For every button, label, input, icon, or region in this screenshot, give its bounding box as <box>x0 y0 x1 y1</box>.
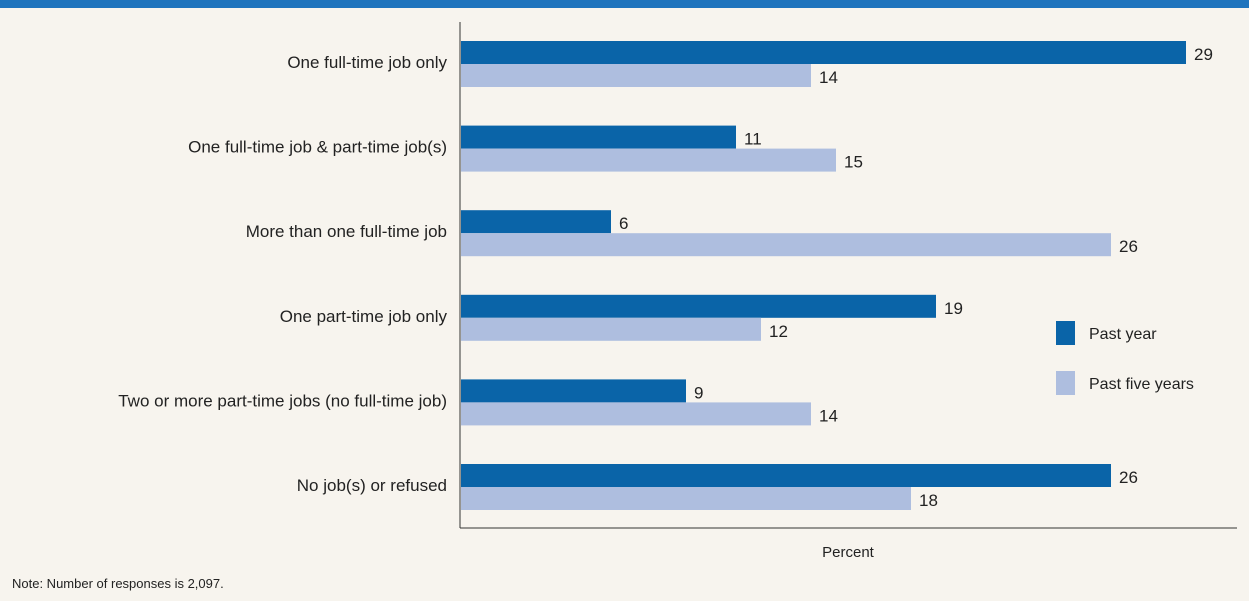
legend-swatch <box>1056 321 1075 345</box>
bar-past-year <box>461 210 611 234</box>
bar-past-year <box>461 379 686 403</box>
bar-past-five-years <box>461 64 811 87</box>
data-label: 14 <box>819 406 838 425</box>
bar-past-five-years <box>461 317 761 341</box>
bar-past-year <box>461 41 1186 64</box>
legend-label: Past year <box>1089 326 1157 343</box>
data-label: 6 <box>619 214 628 233</box>
data-label: 14 <box>819 68 838 87</box>
header-bar <box>0 0 1249 8</box>
bar-past-year <box>461 294 936 318</box>
bar-past-year <box>461 464 1111 487</box>
data-label: 12 <box>769 322 788 341</box>
legend-swatch <box>1056 371 1075 395</box>
bar-past-year <box>461 125 736 149</box>
data-label: 26 <box>1119 237 1138 256</box>
bar-past-five-years <box>461 402 811 426</box>
category-label: Two or more part-time jobs (no full-time… <box>118 391 447 410</box>
data-label: 29 <box>1194 45 1213 64</box>
chart-note: Note: Number of responses is 2,097. <box>12 576 224 591</box>
category-label: One part-time job only <box>280 307 448 326</box>
data-label: 19 <box>944 299 963 318</box>
category-label: No job(s) or refused <box>297 476 447 495</box>
data-label: 26 <box>1119 468 1138 487</box>
data-label: 15 <box>844 153 863 172</box>
x-axis-label: Percent <box>822 544 875 561</box>
bar-past-five-years <box>461 233 1111 257</box>
category-label: One full-time job only <box>287 53 447 72</box>
bar-past-five-years <box>461 148 836 172</box>
data-label: 9 <box>694 383 703 402</box>
legend-label: Past five years <box>1089 376 1194 393</box>
data-label: 18 <box>919 491 938 510</box>
category-label: More than one full-time job <box>246 222 447 241</box>
data-label: 11 <box>744 130 762 149</box>
bar-past-five-years <box>461 487 911 510</box>
category-label: One full-time job & part-time job(s) <box>188 138 447 157</box>
